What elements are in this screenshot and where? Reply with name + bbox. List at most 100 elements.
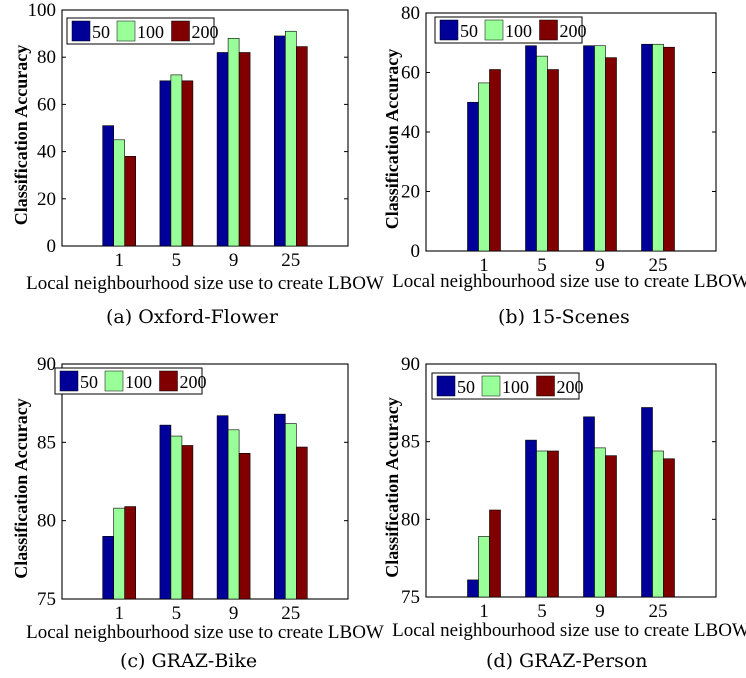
y-tick-label: 40 (37, 142, 56, 163)
legend: 50 100 200 (54, 367, 207, 395)
y-tick-label: 40 (401, 122, 420, 143)
bar-100-cat-1 (478, 82, 490, 252)
chart-panel-oxford-flower: 0 20 40 60 80 100 1 5 9 25 Local neighbourhood siz… (0, 0, 384, 339)
bar-200-cat-25 (663, 46, 675, 252)
bar-200-cat-1 (489, 509, 501, 598)
legend-swatch-100 (116, 20, 136, 42)
caption-oxford-flower: (a) Oxford-Flower (106, 306, 278, 328)
bar-50-cat-9 (216, 52, 229, 247)
y-tick-label: 0 (47, 236, 57, 257)
caption-graz-bike: (c) GRAZ-Bike (120, 650, 258, 672)
x-axis-label: Local neighbourhood size use to create L… (392, 620, 746, 641)
bar-200-cat-5 (547, 450, 559, 598)
x-tick-label-25: 25 (649, 601, 668, 622)
y-axis-label: Classification Accuracy (11, 398, 31, 578)
bar-200-cat-25 (295, 446, 308, 600)
x-tick-label-5: 5 (537, 601, 547, 622)
bar-100-cat-1 (113, 139, 125, 247)
bar-100-cat-9 (227, 38, 240, 247)
y-tick-label: 90 (37, 354, 56, 375)
y-tick-label: 0 (411, 241, 421, 262)
bar-50-cat-25 (641, 43, 653, 252)
x-tick-label-5: 5 (172, 250, 182, 271)
y-tick-label: 20 (401, 182, 420, 203)
legend-swatch-100 (104, 370, 124, 392)
bar-50-cat-5 (159, 80, 172, 247)
bar-100-cat-25 (652, 450, 664, 598)
legend-swatch-50 (59, 370, 79, 392)
legend-label-100: 100 (505, 21, 532, 41)
y-tick-label: 20 (37, 189, 56, 210)
legend: 50 100 200 (431, 372, 584, 400)
chart-panel-graz-person: 75 80 85 90 1 5 9 25 Local neighbourhood size us… (373, 339, 746, 678)
bar-200-cat-5 (547, 69, 559, 252)
bar-100-cat-25 (284, 423, 297, 600)
y-tick-label: 75 (401, 587, 420, 608)
legend-label-50: 50 (92, 22, 110, 42)
legend-label-100: 100 (137, 22, 164, 42)
y-axis-label: Classification Accuracy (382, 49, 402, 229)
x-tick-label-25: 25 (649, 255, 668, 276)
bar-200-cat-25 (295, 46, 308, 247)
bar-50-cat-1 (467, 579, 479, 598)
bar-200-cat-5 (181, 445, 194, 600)
bar-50-cat-5 (159, 424, 172, 600)
bar-50-cat-1 (467, 101, 479, 252)
bar-200-cat-1 (124, 156, 136, 247)
legend-swatch-200 (536, 375, 555, 397)
bar-100-cat-25 (652, 43, 664, 252)
bar-200-cat-5 (181, 80, 194, 247)
bar-200-cat-9 (605, 57, 617, 252)
bar-200-cat-9 (605, 455, 617, 598)
x-tick-label-1: 1 (479, 255, 489, 276)
caption-15-scenes: (b) 15-Scenes (498, 306, 630, 328)
x-tick-label-1: 1 (479, 601, 489, 622)
x-tick-label-9: 9 (229, 250, 239, 271)
bar-100-cat-5 (536, 450, 548, 598)
x-axis-label: Local neighbourhood size use to create L… (26, 273, 384, 294)
bar-100-cat-5 (170, 74, 183, 247)
x-tick-label-9: 9 (229, 603, 239, 624)
y-tick-label: 75 (37, 589, 56, 610)
legend-swatch-200 (171, 20, 190, 42)
legend-label-100: 100 (125, 372, 152, 392)
legend-swatch-50 (436, 375, 456, 397)
y-tick-label: 60 (37, 94, 56, 115)
bar-100-cat-25 (284, 30, 297, 247)
x-tick-label-9: 9 (595, 601, 605, 622)
x-tick-label-1: 1 (114, 603, 124, 624)
x-tick-label-9: 9 (595, 255, 605, 276)
y-tick-label: 80 (37, 47, 56, 68)
bar-100-cat-9 (227, 429, 240, 600)
bar-200-cat-1 (124, 506, 136, 600)
y-tick-label: 60 (401, 63, 420, 84)
legend: 50 100 200 (434, 16, 587, 44)
y-tick-label: 80 (37, 511, 56, 532)
bar-50-cat-25 (641, 407, 653, 598)
bar-50-cat-1 (102, 536, 114, 600)
x-tick-label-25: 25 (281, 250, 300, 271)
legend: 50 100 200 (66, 17, 219, 45)
bar-100-cat-1 (478, 536, 490, 598)
x-tick-label-1: 1 (114, 250, 124, 271)
bar-50-cat-9 (583, 416, 595, 598)
x-axis-label: Local neighbourhood size use to create L… (26, 622, 384, 643)
bar-50-cat-9 (583, 45, 595, 252)
bar-100-cat-9 (594, 45, 606, 252)
chart-panel-15-scenes: 0 20 40 60 80 1 5 9 25 Local neighbourhood size u… (373, 0, 746, 339)
chart-panel-graz-bike: 75 80 85 90 1 5 9 25 Local neighbourhood size us… (0, 339, 384, 678)
bar-50-cat-25 (273, 35, 286, 247)
bar-200-cat-25 (663, 458, 675, 598)
legend-label-100: 100 (502, 377, 529, 397)
y-axis-label: Classification Accuracy (382, 397, 402, 577)
legend-label-200: 200 (557, 377, 584, 397)
bar-50-cat-9 (216, 415, 229, 600)
bar-100-cat-9 (594, 447, 606, 598)
legend-label-50: 50 (457, 377, 475, 397)
legend-label-50: 50 (80, 372, 98, 392)
legend-label-50: 50 (460, 21, 478, 41)
x-tick-label-5: 5 (172, 603, 182, 624)
